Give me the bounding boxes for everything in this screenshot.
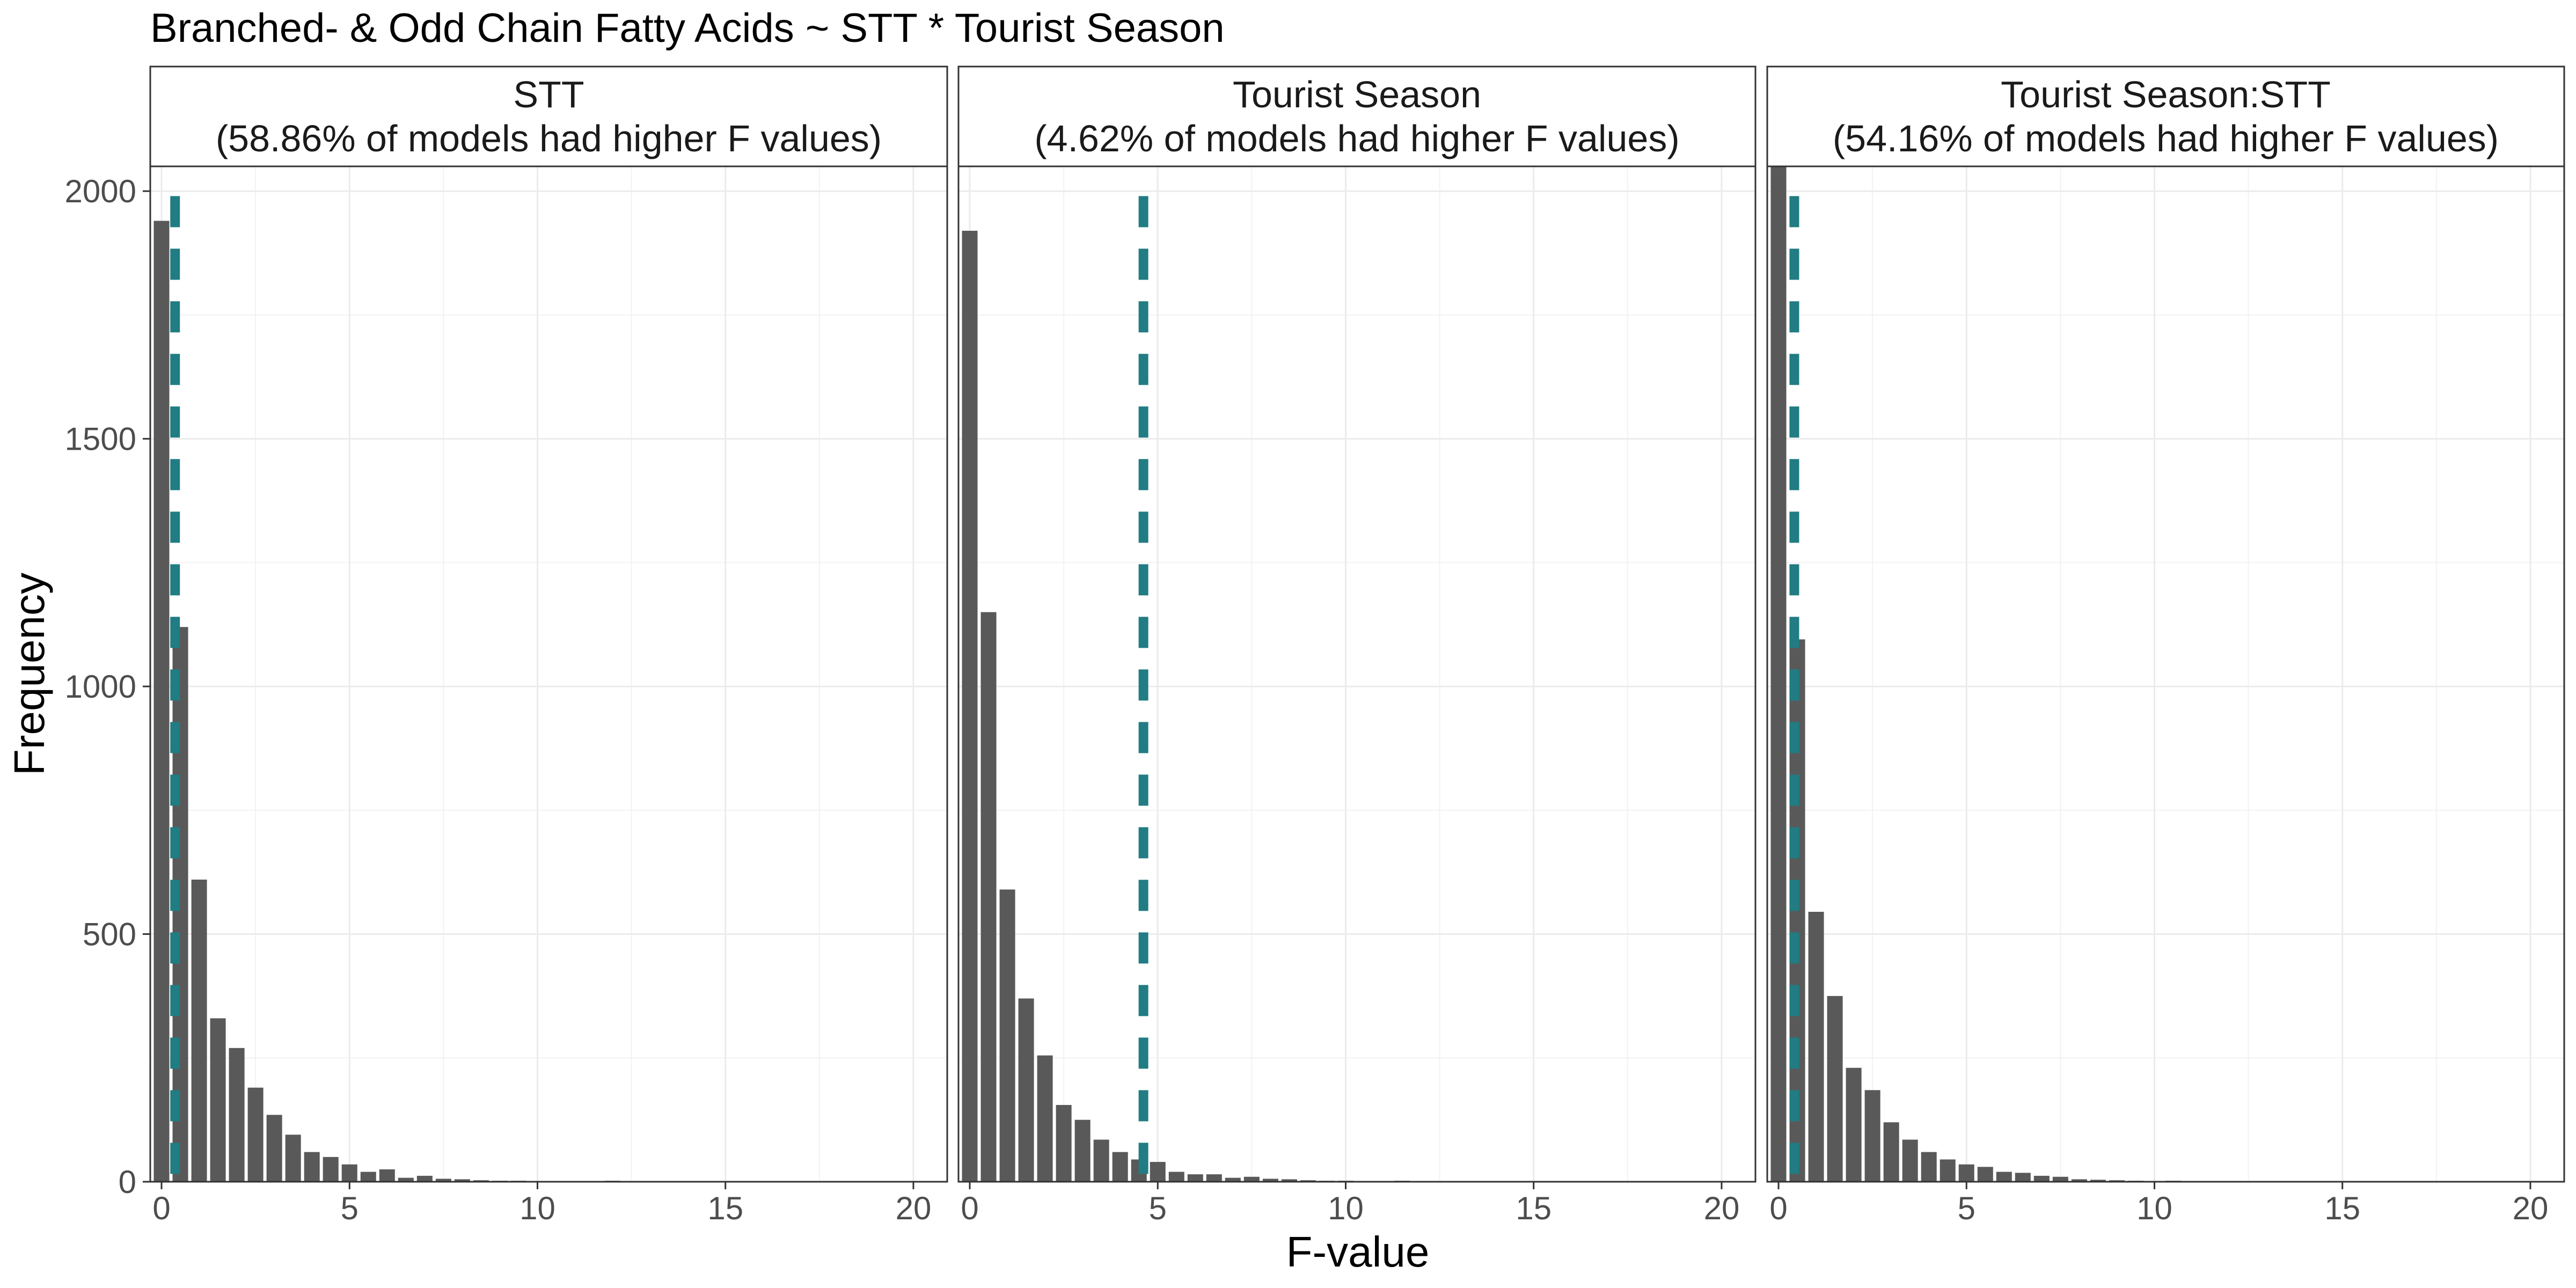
histogram-bar bbox=[1770, 166, 1787, 1182]
histogram-bar bbox=[454, 1179, 470, 1182]
x-tick-label: 0 bbox=[961, 1190, 978, 1226]
facet-panel-1: STT(58.86% of models had higher F values… bbox=[65, 65, 948, 1226]
histogram-bar bbox=[1093, 1139, 1109, 1182]
histogram-bar bbox=[416, 1175, 433, 1182]
histogram-bar bbox=[1112, 1152, 1128, 1182]
x-tick-label: 0 bbox=[152, 1190, 170, 1226]
histogram-bar bbox=[285, 1135, 301, 1182]
y-tick-label: 1500 bbox=[65, 421, 136, 457]
histogram-bar bbox=[2071, 1179, 2087, 1182]
histogram-bar bbox=[360, 1172, 376, 1182]
facet-panel-3: Tourist Season:STT(54.16% of models had … bbox=[1766, 65, 2565, 1226]
histogram-bar bbox=[1056, 1104, 1072, 1182]
histogram-bar bbox=[980, 612, 997, 1182]
panel-border bbox=[1766, 165, 2565, 1183]
histogram-bar bbox=[1150, 1162, 1166, 1182]
histogram-bar bbox=[323, 1157, 339, 1182]
histogram-bar bbox=[999, 889, 1015, 1182]
histogram-bar bbox=[435, 1179, 451, 1182]
histogram-bar bbox=[2052, 1176, 2068, 1182]
histogram-bar bbox=[1977, 1167, 1993, 1182]
histogram-bar bbox=[1864, 1090, 1880, 1182]
histogram-bars bbox=[153, 221, 621, 1182]
strip-label-line2: (58.86% of models had higher F values) bbox=[216, 118, 882, 159]
x-tick-label: 15 bbox=[1516, 1190, 1552, 1226]
x-tick-label: 5 bbox=[1958, 1190, 1975, 1226]
histogram-bars bbox=[962, 230, 1410, 1182]
histogram-bar bbox=[1808, 912, 1824, 1182]
x-axis-title: F-value bbox=[1286, 1228, 1430, 1276]
histogram-bar bbox=[210, 1018, 226, 1182]
histogram-bar bbox=[229, 1048, 245, 1182]
histogram-bar bbox=[2015, 1173, 2031, 1182]
chart-title: Branched- & Odd Chain Fatty Acids ~ STT … bbox=[150, 5, 1225, 51]
histogram-bar bbox=[1074, 1119, 1091, 1182]
histogram-bar bbox=[379, 1169, 395, 1182]
strip-label-line1: Tourist Season:STT bbox=[2001, 74, 2331, 115]
histogram-bar bbox=[1883, 1122, 1899, 1182]
x-tick-label: 20 bbox=[2513, 1190, 2549, 1226]
panel-background bbox=[1767, 166, 2564, 1182]
histogram-bar bbox=[1902, 1139, 1918, 1182]
histogram-bar bbox=[1281, 1179, 1297, 1182]
histogram-bar bbox=[1262, 1179, 1278, 1182]
facet-panel-2: Tourist Season(4.62% of models had highe… bbox=[957, 65, 1757, 1226]
histogram-bar bbox=[153, 221, 170, 1182]
y-tick-label: 500 bbox=[83, 917, 136, 953]
strip-label-line1: STT bbox=[513, 74, 584, 115]
x-tick-label: 0 bbox=[1769, 1190, 1787, 1226]
histogram-bar bbox=[1225, 1177, 1241, 1182]
strip-label-line2: (4.62% of models had higher F values) bbox=[1034, 118, 1679, 159]
histogram-bar bbox=[1827, 996, 1843, 1182]
x-tick-label: 20 bbox=[896, 1190, 932, 1226]
panel-background bbox=[150, 166, 947, 1182]
strip-box bbox=[149, 65, 948, 167]
histogram-bar bbox=[247, 1087, 264, 1182]
histogram-bar bbox=[1187, 1174, 1203, 1182]
histogram-bar bbox=[2033, 1175, 2050, 1182]
histogram-bar bbox=[1921, 1152, 1937, 1182]
x-tick-label: 5 bbox=[341, 1190, 358, 1226]
y-tick-label: 1000 bbox=[65, 669, 136, 705]
panel-background bbox=[958, 166, 1755, 1182]
histogram-bar bbox=[191, 880, 207, 1182]
histogram-bar bbox=[398, 1177, 414, 1182]
x-tick-label: 10 bbox=[519, 1190, 555, 1226]
histogram-bar bbox=[304, 1152, 320, 1182]
x-tick-label: 10 bbox=[2136, 1190, 2172, 1226]
histogram-bar bbox=[1958, 1164, 1974, 1182]
histogram-bar bbox=[1940, 1159, 1956, 1182]
histogram-bar bbox=[1168, 1172, 1184, 1182]
x-tick-label: 20 bbox=[1704, 1190, 1740, 1226]
histogram-bar bbox=[1018, 998, 1034, 1182]
strip-label-line1: Tourist Season bbox=[1233, 74, 1481, 115]
panel-border bbox=[149, 165, 948, 1183]
y-tick-label: 0 bbox=[119, 1164, 136, 1200]
x-tick-label: 15 bbox=[2324, 1190, 2360, 1226]
strip-box bbox=[957, 65, 1757, 167]
histogram-bar bbox=[1996, 1172, 2012, 1182]
strip-box bbox=[1766, 65, 2565, 167]
histogram-bar bbox=[1243, 1176, 1260, 1182]
facet-panels: STT(58.86% of models had higher F values… bbox=[65, 65, 2565, 1226]
histogram-bar bbox=[1846, 1067, 1862, 1182]
histogram-bar bbox=[2090, 1180, 2106, 1182]
panel-border bbox=[957, 165, 1757, 1183]
histogram-bar bbox=[341, 1164, 357, 1182]
x-tick-label: 10 bbox=[1328, 1190, 1364, 1226]
histogram-bar bbox=[962, 230, 978, 1182]
y-axis-title: Frequency bbox=[5, 573, 53, 775]
histogram-bar bbox=[1206, 1174, 1222, 1182]
histogram-bar bbox=[1037, 1055, 1053, 1182]
strip-label-line2: (54.16% of models had higher F values) bbox=[1833, 118, 2499, 159]
x-tick-label: 5 bbox=[1149, 1190, 1167, 1226]
y-tick-label: 2000 bbox=[65, 173, 136, 209]
x-tick-label: 15 bbox=[707, 1190, 743, 1226]
histogram-bar bbox=[266, 1115, 282, 1182]
